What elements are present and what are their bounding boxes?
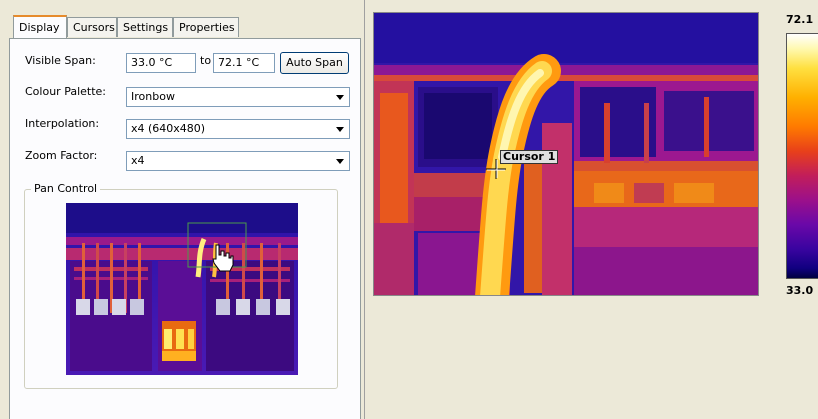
- colour-palette-value: Ironbow: [131, 90, 175, 103]
- tab-cursors-label: Cursors: [73, 21, 115, 34]
- interpolation-value: x4 (640x480): [131, 122, 206, 135]
- tab-display[interactable]: Display: [13, 15, 67, 38]
- panel-divider[interactable]: [364, 0, 365, 419]
- crosshair-icon: [486, 159, 506, 179]
- left-panel: Display Cursors Settings Properties Visi…: [0, 0, 364, 419]
- display-tab-panel: Visible Span: 33.0 °C to 72.1 °C Auto Sp…: [9, 38, 361, 419]
- cursor-1-label[interactable]: Cursor 1: [500, 150, 559, 164]
- thermal-image[interactable]: [374, 13, 759, 296]
- colour-scale-bar: [786, 33, 818, 279]
- scale-max-label: 72.1 °: [786, 13, 818, 26]
- hand-cursor-icon: [212, 244, 234, 272]
- interpolation-label: Interpolation:: [25, 117, 100, 130]
- auto-span-button[interactable]: Auto Span: [280, 52, 349, 74]
- tab-display-label: Display: [19, 21, 60, 34]
- span-max-input[interactable]: 72.1 °C: [213, 53, 275, 73]
- colour-palette-select[interactable]: Ironbow: [126, 87, 350, 107]
- chevron-down-icon[interactable]: [331, 153, 348, 169]
- tab-settings-label: Settings: [123, 21, 169, 34]
- pan-control-group: [24, 189, 338, 389]
- interpolation-select[interactable]: x4 (640x480): [126, 119, 350, 139]
- scale-min-label: 33.0 °: [786, 284, 818, 297]
- span-min-input[interactable]: 33.0 °C: [126, 53, 196, 73]
- tab-settings[interactable]: Settings: [117, 17, 173, 37]
- tab-properties-label: Properties: [179, 21, 235, 34]
- zoom-factor-select[interactable]: x4: [126, 151, 350, 171]
- pan-control-title: Pan Control: [31, 182, 101, 195]
- zoom-factor-label: Zoom Factor:: [25, 149, 98, 162]
- thermal-image-view[interactable]: Cursor 1: [373, 12, 759, 296]
- tab-cursors[interactable]: Cursors: [67, 17, 117, 37]
- chevron-down-icon[interactable]: [331, 121, 348, 137]
- zoom-factor-value: x4: [131, 154, 145, 167]
- chevron-down-icon[interactable]: [331, 89, 348, 105]
- visible-span-label: Visible Span:: [25, 54, 96, 67]
- tab-properties[interactable]: Properties: [173, 17, 239, 37]
- span-to-label: to: [200, 54, 212, 67]
- colour-palette-label: Colour Palette:: [25, 85, 106, 98]
- pan-thumbnail[interactable]: [66, 203, 298, 375]
